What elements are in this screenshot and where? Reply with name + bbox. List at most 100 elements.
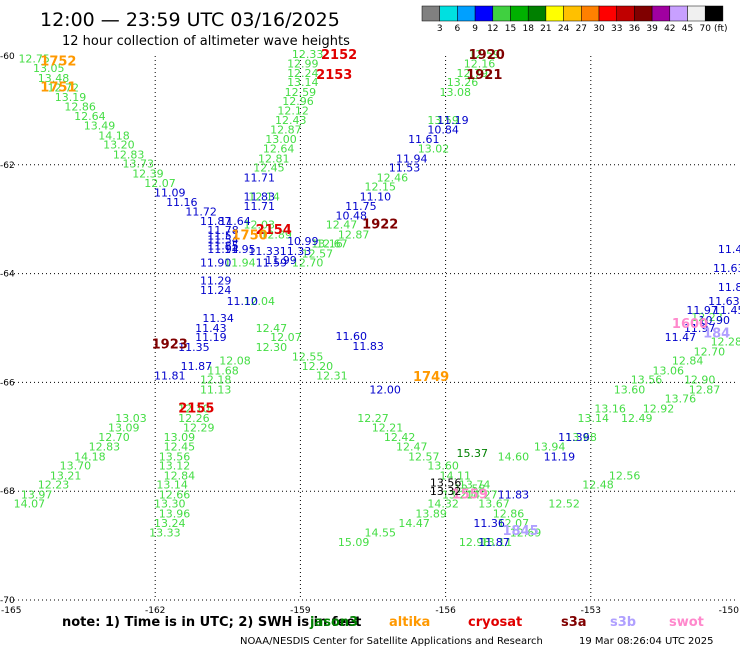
wave-height-label: 11.35 <box>178 341 210 354</box>
wave-height-label: 13.49 <box>84 120 116 133</box>
pass-time-label: 2152 <box>321 48 357 63</box>
satellite-s3b: s3b <box>610 615 636 630</box>
legend-tick: 21 <box>540 24 551 34</box>
wave-height-label: 11.78 <box>207 224 239 237</box>
wave-height-label: 13.73 <box>123 158 155 171</box>
wave-height-label: 12.52 <box>548 498 580 511</box>
wave-height-label: 12.90 <box>684 374 716 387</box>
wave-height-label: 15.09 <box>338 536 370 549</box>
chart-title: 12:00 — 23:59 UTC 03/16/2025 <box>40 9 340 31</box>
legend-tick: 9 <box>472 24 478 34</box>
legend-tick: 36 <box>629 24 641 34</box>
axes: -165 -162 -159 -156 -153 -150 -60 -62 -64 -66 -68 -… <box>0 52 739 616</box>
y-tick-label: -64 <box>0 270 15 280</box>
pass-time-label: 1922 <box>362 218 398 233</box>
wave-height-label: 12.58 <box>454 482 486 495</box>
note-text: note: 1) Time is in UTC; 2) SWH is in fe… <box>62 615 361 630</box>
y-tick-label: -66 <box>0 378 15 388</box>
wave-height-label: 12.55 <box>292 350 324 363</box>
wave-height-label: 11.54 <box>207 233 239 246</box>
legend-swatch <box>563 5 582 22</box>
wave-height-label: 15.37 <box>456 447 488 460</box>
wave-height-label: 12.84 <box>164 469 196 482</box>
wave-height-label: 11.97 <box>686 304 718 317</box>
wave-height-label: 12.47 <box>256 322 288 335</box>
wave-height-label: 12.86 <box>64 101 96 114</box>
wave-height-label: 13.30 <box>154 498 186 511</box>
wave-height-label: 13.08 <box>440 86 472 99</box>
wave-height-label: 13.02 <box>418 142 450 155</box>
wave-height-label: 11.95 <box>224 243 256 256</box>
wave-height-label: 13.32 <box>430 485 462 498</box>
wave-height-label: 13.12 <box>159 460 191 473</box>
wave-height-label: 13.70 <box>60 460 92 473</box>
wave-height-label: 11.47 <box>665 331 697 344</box>
wave-height-label: 12.24 <box>287 67 319 80</box>
wave-height-label: 14.07 <box>14 498 46 511</box>
wave-height-label: 11.87 <box>478 536 510 549</box>
legend-swatch <box>687 5 706 22</box>
satellite-jason3: jason3 <box>309 615 358 630</box>
wave-height-label: 11.59 <box>256 257 288 270</box>
wave-height-label: 12.84 <box>672 355 704 368</box>
wave-height-label: 11.83 <box>352 340 384 353</box>
wave-height-label: 11.24 <box>200 284 232 297</box>
legend-swatch <box>492 5 511 22</box>
wave-height-label: 12.67 <box>316 238 348 251</box>
legend-tick: 45 <box>682 24 693 34</box>
wave-height-label: 12.21 <box>372 422 404 435</box>
wave-height-label: 12.03 <box>244 219 276 232</box>
wave-height-label: 11.85 <box>207 239 239 252</box>
pass-time-label: 1845 <box>503 524 539 539</box>
legend-swatch <box>527 5 547 22</box>
wave-height-label: 12.07 <box>498 517 530 530</box>
wave-height-label: 11.16 <box>166 196 198 209</box>
wave-height-label: 13.56 <box>159 450 191 463</box>
wave-height-label: 12.87 <box>338 228 370 241</box>
wave-height-label: 13.76 <box>665 393 697 406</box>
wave-height-label: 13.26 <box>447 76 479 89</box>
wave-height-label: 13.21 <box>50 469 82 482</box>
wave-height-label: 11.39 <box>558 431 590 444</box>
x-tick-label: -165 <box>1 606 21 616</box>
wave-height-label: 10.99 <box>287 235 319 248</box>
wave-height-label: 11.61 <box>408 133 440 146</box>
wave-height-label: 14.18 <box>98 129 130 142</box>
data-labels: 12.7513.0513.4812.7213.1912.8612.6413.49… <box>14 48 740 549</box>
wave-height-label: 14.27 <box>466 488 498 501</box>
wave-height-label: 11.45 <box>713 304 740 317</box>
wave-height-label: 11.19 <box>195 331 227 344</box>
wave-height-label: 14.11 <box>440 469 472 482</box>
wave-height-label: 12.87 <box>270 123 302 136</box>
wave-height-label: 13.09 <box>164 431 196 444</box>
wave-height-label: 13.24 <box>154 517 186 530</box>
wave-height-label: 13.14 <box>577 412 609 425</box>
legend-swatch <box>669 5 688 22</box>
wave-height-label: 13.89 <box>415 508 447 521</box>
wave-height-label: 11.72 <box>185 206 217 219</box>
legend-tick: 33 <box>611 24 622 34</box>
wave-height-label: 13.33 <box>149 527 181 540</box>
wave-height-label: 12.45 <box>164 441 196 454</box>
wave-height-label: 12.57 <box>302 247 334 260</box>
legend-swatch <box>457 5 476 22</box>
wave-height-label: 11.68 <box>207 364 239 377</box>
legend-swatch <box>651 5 671 22</box>
legend-tick: 27 <box>576 24 587 34</box>
wave-height-label: 12.75 <box>18 53 50 66</box>
wave-height-label: 11.99 <box>265 254 297 267</box>
wave-height-label: 11.60 <box>335 330 367 343</box>
legend-swatch <box>474 5 494 22</box>
wave-height-label: 12.72 <box>47 82 79 95</box>
wave-height-label: 12.30 <box>256 341 288 354</box>
wave-height-label: 11.94 <box>396 152 428 165</box>
wave-height-label: 13.09 <box>108 422 140 435</box>
wave-height-label: 12.10 <box>178 403 210 416</box>
wave-height-label: 12.45 <box>253 162 285 175</box>
pass-time-label: 1749 <box>413 370 449 385</box>
wave-height-label: 11.63 <box>708 295 740 308</box>
legend-swatch <box>421 5 440 22</box>
wave-height-label: 11.71 <box>244 171 276 184</box>
satellite-s3a: s3a <box>561 615 587 630</box>
